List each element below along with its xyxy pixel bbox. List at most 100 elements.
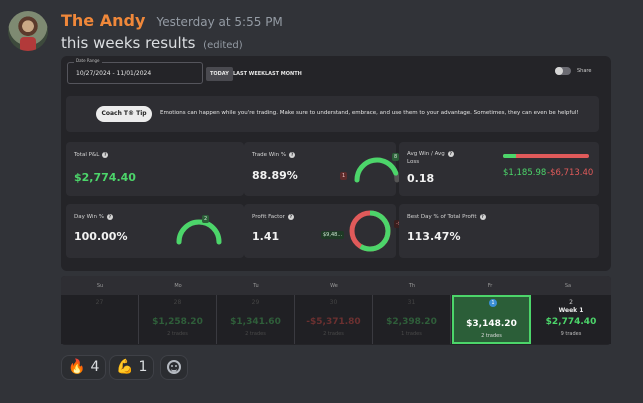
avg-win-loss-value: 0.18: [407, 172, 435, 185]
trade-win-count: 8: [392, 153, 400, 161]
share-toggle: [555, 67, 571, 75]
message-text: this weeks results (edited): [61, 34, 243, 52]
cell-trades: 1 trades: [401, 331, 422, 337]
date-range-label: Date Range: [74, 58, 102, 63]
trade-win-value: 88.89%: [252, 169, 298, 182]
trade-win-title: Trade Win %: [252, 152, 287, 158]
day-fr: Fr: [487, 283, 493, 289]
reaction-flex[interactable]: 💪 1: [109, 355, 155, 380]
cell-amount: $2,398.20: [386, 317, 437, 327]
total-pnl-title: Total P&L: [74, 152, 100, 158]
calendar-cell-tu: 29 $1,341.60 2 trades: [217, 295, 295, 344]
calendar-cell-we: 30 -$5,371.80 2 trades: [295, 295, 373, 344]
date-range-value: 10/27/2024 - 11/01/2024: [76, 70, 152, 77]
week-label: Week 1: [558, 307, 584, 314]
calendar-cell-fr: 1 $3,148.20 2 trades: [452, 295, 531, 344]
calendar-header: Su Mo Tu We Th Fr Sa: [61, 276, 611, 295]
info-icon: ?: [102, 152, 109, 158]
day-we: We: [330, 283, 338, 289]
range-last-month: LAST MONTH: [265, 71, 302, 77]
card-avg-win-loss: Avg Win / Avg? Loss 0.18 $1,185.98 -$6,71…: [399, 142, 599, 196]
username[interactable]: The Andy: [61, 11, 146, 30]
profit-factor-value: 1.41: [252, 230, 280, 243]
profit-factor-donut: [349, 210, 391, 252]
day-mo: Mo: [174, 283, 182, 289]
avg-win-loss-title-1: Avg Win / Avg: [407, 151, 445, 157]
avg-win-loss-title-2: Loss: [407, 159, 420, 165]
week-trades: 9 trades: [560, 331, 582, 337]
calendar[interactable]: Su Mo Tu We Th Fr Sa 27 28 $1,258.20 2 t…: [61, 276, 611, 345]
message-header: The Andy Yesterday at 5:55 PM: [61, 11, 283, 30]
timestamp: Yesterday at 5:55 PM: [156, 15, 283, 29]
avatar[interactable]: [8, 11, 48, 51]
card-profit-factor: Profit Factor? 1.41 $9,48... -$6,7...: [244, 204, 416, 258]
best-day-value: 113.47%: [407, 230, 461, 243]
day-tu: Tu: [253, 283, 259, 289]
card-trade-win: Trade Win %? 88.89% 8 1: [244, 142, 400, 196]
cell-date: 2: [569, 299, 573, 306]
reaction-fire[interactable]: 🔥 4: [61, 355, 107, 380]
fire-icon: 🔥: [68, 359, 86, 375]
trade-win-gauge: [354, 157, 400, 183]
info-icon: ?: [289, 152, 296, 158]
date-range-field: Date Range 10/27/2024 - 11/01/2024: [67, 58, 203, 84]
range-today: TODAY: [206, 67, 233, 81]
cell-trades: 2 trades: [167, 331, 188, 337]
cell-date: 28: [173, 299, 182, 306]
avg-loss-amount: -$6,713.40: [547, 168, 594, 178]
gauge-win-arc: [354, 157, 399, 183]
coach-tip-button: Coach T® Tip: [96, 106, 152, 122]
card-day-win: Day Win %? 100.00% 2: [66, 204, 244, 258]
calendar-cell-sa-week-summary: 2 Week 1 $2,774.40 9 trades: [531, 295, 611, 344]
edited-label: (edited): [203, 40, 243, 51]
total-pnl-value: $2,774.40: [74, 171, 136, 184]
day-win-value: 100.00%: [74, 230, 128, 243]
cell-date: 30: [329, 299, 338, 306]
reaction-count: 1: [138, 359, 148, 375]
dashboard-screenshot[interactable]: Date Range 10/27/2024 - 11/01/2024 TODAY…: [61, 56, 611, 271]
info-icon: ?: [479, 214, 486, 220]
cell-amount: $1,258.20: [152, 317, 203, 327]
info-icon: ?: [287, 214, 294, 220]
day-sa: Sa: [564, 283, 572, 289]
day-su: Su: [96, 283, 104, 289]
week-amount: $2,774.40: [545, 317, 597, 327]
gauge-win-arc: [176, 219, 222, 245]
smiley-icon: [167, 360, 181, 374]
calendar-cell-th: 31 $2,398.20 1 trades: [373, 295, 451, 344]
cell-trades: 2 trades: [245, 331, 266, 337]
avg-win-bar-fill: [503, 154, 516, 158]
cell-date: 1: [489, 299, 497, 307]
avg-win-amount: $1,185.98: [503, 168, 547, 178]
coach-tip-text: Emotions can happen while you're trading…: [160, 110, 579, 116]
day-win-gauge: [176, 219, 222, 245]
cell-date: 31: [407, 299, 416, 306]
flexed-biceps-icon: 💪: [116, 359, 134, 375]
cell-amount: $3,148.20: [466, 319, 517, 329]
cell-trades: 2 trades: [481, 333, 502, 339]
trade-loss-count: 1: [340, 172, 348, 180]
range-last-week: LAST WEEK: [233, 71, 266, 77]
add-reaction-button[interactable]: [160, 355, 188, 380]
profit-factor-title: Profit Factor: [252, 214, 285, 220]
coach-tip-bar: Coach T® Tip Emotions can happen while y…: [66, 96, 599, 132]
calendar-cell-su: 27: [61, 295, 139, 344]
share-label: Share: [577, 68, 592, 74]
reaction-count: 4: [90, 359, 100, 375]
info-icon: ?: [447, 151, 454, 157]
day-th: Th: [408, 283, 416, 289]
cell-date: 29: [251, 299, 260, 306]
card-total-pnl: Total P&L? $2,774.40: [66, 142, 244, 196]
avg-win-loss-bar: [503, 154, 589, 158]
day-win-title: Day Win %: [74, 214, 104, 220]
calendar-cell-mo: 28 $1,258.20 2 trades: [139, 295, 217, 344]
cell-date: 27: [95, 299, 104, 306]
best-day-title: Best Day % of Total Profit: [407, 214, 477, 220]
gross-profit: $9,48...: [321, 231, 345, 239]
cell-trades: 2 trades: [323, 331, 344, 337]
cell-amount: -$5,371.80: [306, 317, 361, 327]
cell-amount: $1,341.60: [230, 317, 281, 327]
donut-profit-ring: [349, 210, 391, 252]
day-win-count: 2: [202, 215, 210, 223]
card-best-day: Best Day % of Total Profit? 113.47%: [399, 204, 599, 258]
